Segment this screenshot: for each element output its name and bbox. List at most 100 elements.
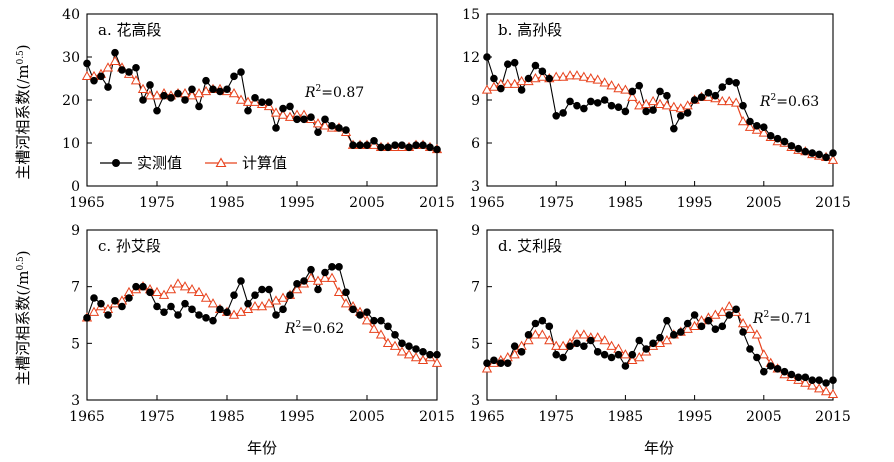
computed-point — [661, 100, 673, 110]
observed-point — [697, 93, 706, 101]
observed-point — [342, 288, 350, 297]
computed-point — [172, 278, 184, 288]
observed-point — [160, 308, 168, 316]
computed-point — [193, 286, 205, 297]
observed-point — [167, 302, 175, 311]
y-axis-label-text: 主槽河相系数(/m — [14, 271, 32, 386]
computed-point — [627, 354, 638, 365]
observed-point — [83, 314, 91, 322]
observed-point — [746, 117, 754, 126]
computed-point — [270, 295, 282, 305]
observed-point — [188, 305, 196, 314]
y-tick-label: 3 — [471, 179, 480, 195]
observed-point — [690, 96, 699, 104]
computed-point — [326, 272, 338, 282]
observed-point — [349, 141, 357, 149]
computed-point — [744, 323, 756, 333]
y-tick-label: 0 — [71, 179, 80, 195]
observed-point — [314, 285, 322, 294]
observed-point — [766, 362, 775, 370]
observed-point — [732, 305, 740, 314]
observed-point — [552, 350, 560, 359]
computed-point — [537, 71, 548, 81]
observed-point — [683, 109, 692, 117]
x-tick-label: 2015 — [815, 195, 851, 211]
y-tick-label: 3 — [71, 393, 80, 409]
computed-point — [263, 298, 275, 308]
computed-point — [634, 351, 645, 362]
computed-point — [571, 329, 583, 339]
x-tick-label: 1995 — [677, 409, 713, 425]
computed-point — [382, 337, 394, 348]
r2-annotation: R2=0.62 — [284, 320, 344, 337]
observed-point — [517, 86, 526, 94]
computed-point — [689, 320, 700, 331]
r2-annotation: R2=0.71 — [752, 310, 812, 327]
observed-point — [524, 74, 533, 83]
observed-point — [356, 311, 364, 319]
computed-point — [717, 306, 728, 316]
y-tick-label: 9 — [71, 223, 80, 239]
computed-point — [291, 283, 303, 294]
observed-point — [531, 61, 540, 70]
observed-point — [538, 67, 547, 76]
computed-point — [668, 101, 679, 111]
computed-point — [827, 388, 839, 399]
observed-point — [370, 137, 378, 145]
observed-point — [363, 308, 371, 316]
observed-point — [725, 311, 733, 319]
computed-point — [620, 349, 631, 359]
computed-point — [270, 107, 282, 117]
computed-point — [368, 323, 380, 333]
observed-point — [621, 362, 630, 370]
computed-point — [481, 363, 493, 373]
computed-point — [613, 83, 624, 93]
observed-point — [600, 96, 609, 104]
plot-frame — [86, 229, 438, 401]
observed-point — [573, 101, 581, 110]
observed-point — [328, 122, 336, 130]
observed-point — [223, 85, 231, 94]
r2-annotation: R2=0.87 — [304, 84, 364, 101]
observed-point — [559, 353, 567, 362]
observed-point — [815, 376, 823, 384]
computed-point — [557, 340, 569, 350]
computed-point — [151, 286, 163, 297]
observed-point — [517, 348, 526, 356]
observed-point — [773, 365, 782, 373]
observed-point — [531, 319, 540, 328]
x-tick-label: 1965 — [469, 409, 505, 425]
observed-point — [663, 91, 671, 100]
computed-point — [654, 98, 666, 108]
observed-point — [753, 353, 761, 362]
observed-point — [607, 353, 616, 362]
x-tick-label: 1985 — [608, 195, 644, 211]
computed-point — [165, 283, 177, 294]
r2-annotation: R2=0.63 — [759, 93, 819, 110]
computed-point — [242, 96, 254, 106]
observed-point — [377, 143, 385, 152]
observed-point — [510, 58, 519, 67]
observed-point — [125, 294, 133, 302]
computed-point — [319, 120, 331, 130]
observed-point — [258, 285, 266, 294]
observed-point — [690, 311, 699, 319]
observed-point — [391, 331, 399, 339]
observed-point — [794, 373, 803, 382]
observed-point — [132, 282, 140, 291]
observed-point — [335, 263, 343, 271]
observed-point — [746, 345, 754, 353]
computed-point — [277, 292, 289, 302]
observed-point — [111, 48, 119, 57]
observed-point — [188, 85, 196, 94]
x-tick-label: 1965 — [69, 409, 105, 425]
computed-point — [634, 100, 645, 110]
panel-title: d. 艾利段 — [498, 237, 562, 255]
observed-point — [167, 94, 175, 102]
observed-point — [433, 145, 441, 154]
observed-point — [794, 144, 803, 153]
computed-point — [578, 329, 590, 339]
computed-point — [710, 309, 721, 319]
observed-point — [237, 277, 245, 285]
observed-point — [621, 107, 630, 116]
